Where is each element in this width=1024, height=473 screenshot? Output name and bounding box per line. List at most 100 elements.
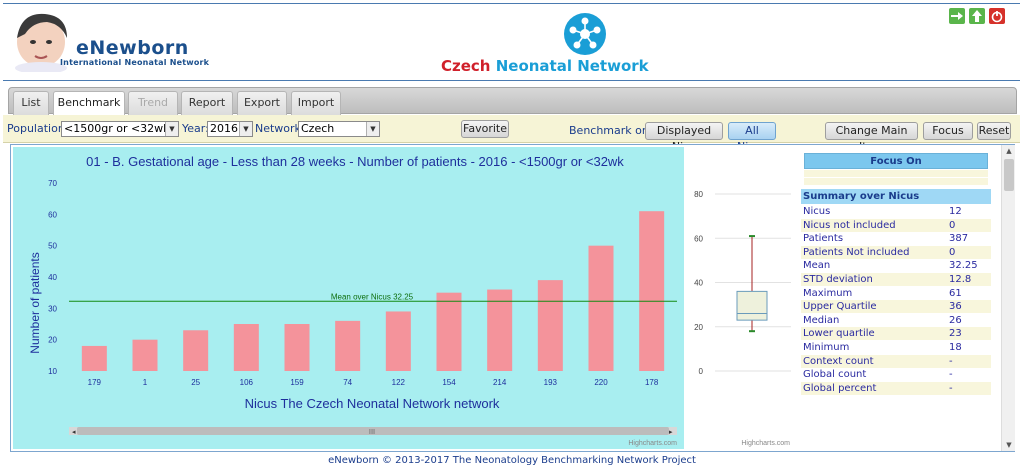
summary-row-value: 26: [949, 314, 962, 326]
chart-bar[interactable]: [385, 311, 411, 371]
summary-row-value: -: [949, 382, 953, 394]
summary-row: Lower quartile 23: [801, 327, 991, 341]
summary-row-label: Nicus: [803, 206, 831, 217]
favorite-button[interactable]: Favorite: [461, 120, 509, 138]
chart-bar[interactable]: [639, 211, 665, 371]
all-nicus-button[interactable]: All Nicus: [728, 122, 776, 153]
chart-credit: Highcharts.com: [628, 440, 677, 447]
summary-row-value: 61: [949, 287, 962, 299]
summary-row-label: Global count: [803, 369, 867, 381]
focus-on-row: [804, 178, 988, 185]
boxplot-panel: 0 20 40 60 80 Highcharts.com: [691, 147, 801, 449]
focus-on-button[interactable]: Focus on: [923, 122, 973, 153]
network-value: Czech: [301, 122, 335, 135]
summary-row-label: Median: [803, 314, 840, 326]
summary-row-label: Minimum: [803, 342, 850, 353]
chevron-down-icon[interactable]: ▼: [1006, 441, 1012, 449]
login-icon[interactable]: [949, 8, 965, 24]
chart-y-axis-label: Number of patients: [28, 252, 42, 353]
grip-icon: III: [369, 428, 375, 436]
chart-bar[interactable]: [335, 320, 361, 371]
power-icon[interactable]: [989, 8, 1005, 24]
displayed-nicu-button[interactable]: Displayed Nicu: [645, 122, 723, 153]
tab-trend: Trend: [128, 91, 178, 115]
chart-bar[interactable]: [537, 280, 563, 371]
change-main-item-button[interactable]: Change Main Item: [825, 122, 918, 153]
x-tick-label: 106: [240, 378, 254, 387]
x-tick-label: 1: [143, 378, 148, 387]
x-tick-label: 193: [544, 378, 558, 387]
x-tick-label: 214: [493, 378, 507, 387]
x-tick-label: 179: [88, 378, 102, 387]
summary-row-value: 36: [949, 301, 962, 313]
tab-report[interactable]: Report: [181, 91, 233, 115]
summary-row-label: Context count: [803, 355, 874, 367]
reset-button[interactable]: Reset: [977, 122, 1011, 140]
chart-scrollbar-thumb[interactable]: [77, 427, 669, 435]
chevron-left-icon[interactable]: ◂: [72, 428, 76, 436]
network-label: Network:: [255, 122, 305, 135]
baby-logo-icon: [15, 13, 67, 72]
summary-row: Nicus not included 0: [801, 218, 991, 232]
boxplot-credit: Highcharts.com: [741, 440, 790, 447]
tab-export[interactable]: Export: [237, 91, 287, 115]
x-tick-label: 74: [343, 378, 352, 387]
boxplot-y-tick-label: 80: [694, 190, 703, 199]
summary-row-label: Patients Not included: [803, 246, 910, 258]
y-tick-label: 20: [48, 336, 57, 345]
summary-row-value: 0: [949, 246, 956, 258]
summary-row: Mean 32.25: [801, 259, 991, 272]
summary-row: Context count -: [801, 354, 991, 368]
network-select[interactable]: Czech ▼: [298, 121, 380, 137]
chart-bar[interactable]: [284, 324, 310, 371]
toolbar: Population: <1500gr or <32wk ▼ Year: 201…: [3, 115, 1020, 153]
summary-row-label: Maximum: [803, 287, 853, 299]
chart-bar[interactable]: [183, 330, 209, 371]
benchmark-content: 01 - B. Gestational age - Less than 28 w…: [10, 144, 1015, 452]
population-select[interactable]: <1500gr or <32wk ▼: [61, 121, 179, 137]
summary-row: Median 26: [801, 314, 991, 327]
network-title: Czech Neonatal Network: [441, 57, 649, 75]
summary-row: STD deviation 12.8: [801, 273, 991, 286]
scrollbar-thumb[interactable]: [1004, 159, 1014, 191]
tab-benchmark[interactable]: Benchmark: [53, 91, 125, 116]
network-title-country: Czech: [441, 57, 491, 75]
summary-row-value: 387: [949, 233, 969, 245]
tab-bar: List Benchmark Trend Report Export Impor…: [8, 87, 1017, 116]
summary-row-label: Upper Quartile: [803, 301, 877, 313]
chart-bar[interactable]: [132, 339, 158, 371]
population-value: <1500gr or <32wk: [64, 122, 170, 135]
summary-row-value: 12: [949, 206, 962, 217]
x-tick-label: 154: [442, 378, 456, 387]
summary-row-label: Global percent: [803, 382, 877, 394]
x-tick-label: 25: [191, 378, 200, 387]
header: eNewborn International Neonatal Network …: [3, 3, 1020, 81]
tab-import[interactable]: Import: [291, 91, 341, 115]
vertical-scrollbar[interactable]: ▲ ▼: [1001, 145, 1015, 451]
chart-x-axis-label: Nicus The Czech Neonatal Network network: [245, 396, 500, 411]
chart-bar[interactable]: [436, 292, 462, 371]
chevron-down-icon: ▼: [165, 122, 178, 136]
summary-row-value: 18: [949, 342, 962, 353]
boxplot-box[interactable]: [736, 290, 768, 321]
bar-chart: 01 - B. Gestational age - Less than 28 w…: [28, 154, 677, 447]
chart-bar[interactable]: [233, 324, 259, 371]
chevron-up-icon[interactable]: ▲: [1006, 147, 1012, 155]
population-label: Population:: [7, 122, 69, 135]
summary-row-value: -: [949, 355, 953, 367]
brand-name: eNewborn: [76, 37, 189, 59]
chart-bar[interactable]: [81, 345, 107, 371]
y-tick-label: 50: [48, 242, 57, 251]
summary-row: Patients Not included 0: [801, 245, 991, 259]
chart-title: 01 - B. Gestational age - Less than 28 w…: [86, 154, 624, 169]
tab-list[interactable]: List: [13, 91, 49, 115]
summary-row: Nicus 12: [801, 205, 991, 218]
year-select[interactable]: 2016 ▼: [207, 121, 253, 137]
network-title-name: Neonatal Network: [495, 57, 649, 75]
upload-icon[interactable]: [969, 8, 985, 24]
chart-bar[interactable]: [588, 245, 614, 371]
summary-row: Maximum 61: [801, 287, 991, 300]
chevron-right-icon[interactable]: ▸: [669, 428, 673, 436]
chart-bar[interactable]: [487, 289, 513, 371]
